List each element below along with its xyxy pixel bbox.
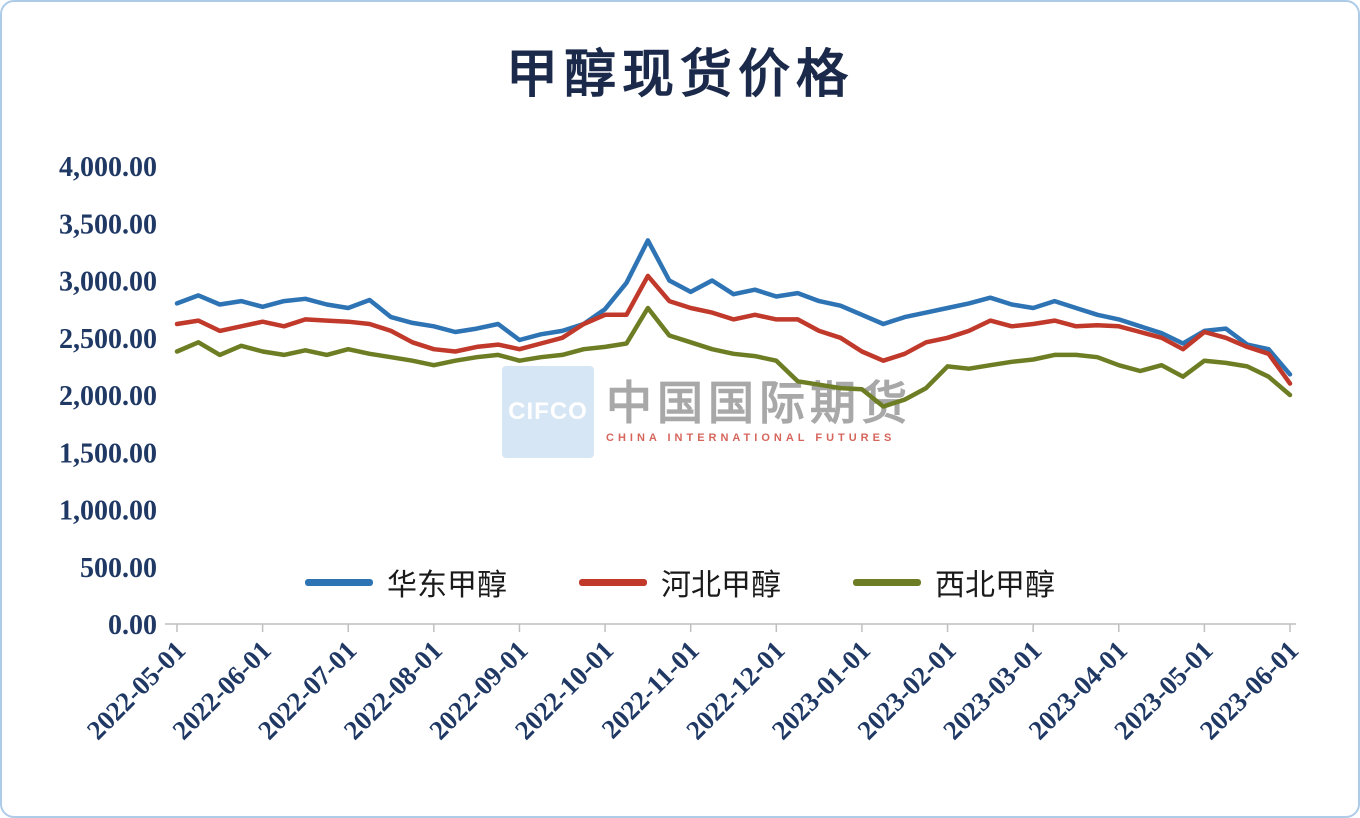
y-tick-label: 1,500.00 [59, 438, 157, 469]
y-tick-label: 3,500.00 [59, 209, 157, 240]
legend-line-east-china [305, 578, 373, 586]
legend-item-east-china: 华东甲醇 [305, 560, 507, 604]
watermark-subtext: CHINA INTERNATIONAL FUTURES [606, 432, 896, 445]
chart-title: 甲醇现货价格 [505, 47, 854, 104]
y-tick-label: 2,500.00 [59, 324, 157, 355]
legend-line-hebei [579, 578, 647, 586]
y-tick-label: 2,000.00 [59, 381, 157, 412]
y-tick-label: 1,000.00 [59, 496, 157, 527]
series-line-2 [174, 305, 1293, 409]
series-line-1 [174, 273, 1293, 386]
watermark: CIFCO 中国国际期货 CHINA INTERNATIONAL FUTURES [502, 366, 912, 458]
legend: 华东甲醇 河北甲醇 西北甲醇 [2, 560, 1358, 604]
y-tick-label: 3,000.00 [59, 267, 157, 298]
series-line-0 [174, 238, 1293, 377]
legend-line-northwest [853, 578, 921, 586]
legend-item-hebei: 河北甲醇 [579, 560, 781, 604]
legend-label-hebei: 河北甲醇 [661, 569, 781, 602]
cifco-logo: CIFCO [502, 366, 594, 458]
y-tick-label: 0.00 [108, 610, 157, 641]
y-tick-label: 500.00 [80, 553, 157, 584]
cifco-logo-text: CIFCO [508, 398, 588, 425]
legend-label-east-china: 华东甲醇 [387, 569, 507, 602]
legend-label-northwest: 西北甲醇 [935, 569, 1055, 602]
y-tick-label: 4,000.00 [59, 152, 157, 183]
legend-item-northwest: 西北甲醇 [853, 560, 1055, 604]
